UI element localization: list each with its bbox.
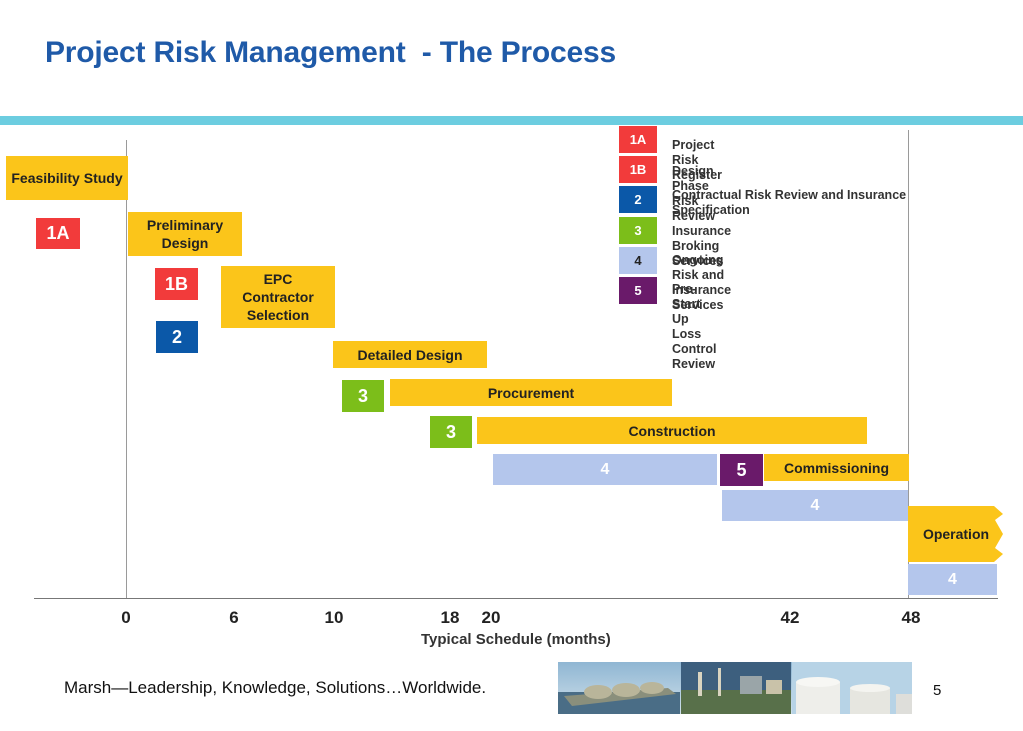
axis-tick: 6 [229,608,239,627]
footer-tagline: Marsh—Leadership, Knowledge, Solutions…W… [64,678,487,697]
axis-tick: 42 [780,608,800,627]
marker-4-commissioning: 4 [722,490,908,521]
marker-5: 5 [720,454,763,486]
legend-code: 5 [619,277,657,304]
page-number: 5 [933,682,942,699]
page-title: Project Risk Management - The Process [45,36,616,69]
phase-feasibility-study: Feasibility Study [6,156,128,200]
marker-1b: 1B [155,268,198,300]
timeline-axis [34,598,998,599]
legend-label: Design Phase Risk Review [672,164,716,223]
phase-detailed-design: Detailed Design [333,341,487,368]
marker-3-procurement: 3 [342,380,384,412]
legend-label: Contractual Risk Review and Insurance Sp… [672,188,907,217]
phase-epc-contractor-selection: EPC Contractor Selection [221,266,335,328]
month-48-guide [908,130,909,598]
footer-photo-strip [558,662,912,714]
operation-arrow-shape [908,506,1003,562]
phase-procurement: Procurement [390,379,672,406]
legend-label: Pre-Start Up Loss Control Review [672,282,717,371]
marker-3-construction: 3 [430,416,472,448]
phase-commissioning: Commissioning [764,454,909,481]
legend-code: 1A [619,126,657,153]
legend-code: 2 [619,186,657,213]
axis-tick: 18 [440,608,460,627]
phase-construction: Construction [477,417,867,444]
legend-label: Ongoing Risk and Insurance Services [672,253,732,312]
phase-preliminary-design: Preliminary Design [128,212,242,256]
lng-facility-photo-illustration [558,662,912,714]
marker-2: 2 [156,321,198,353]
phase-operation: Operation [922,525,990,542]
axis-tick: 48 [901,608,921,627]
legend-label: Insurance Broking Services [672,224,732,268]
axis-tick: 10 [324,608,344,627]
title-divider-band [0,116,1023,125]
axis-tick: 0 [121,608,131,627]
legend-code: 1B [619,156,657,183]
marker-4-construction: 4 [493,454,717,485]
axis-label: Typical Schedule (months) [421,631,611,648]
marker-4-operation: 4 [908,564,997,595]
legend-label: Project Risk Register [672,138,723,182]
axis-tick: 20 [481,608,501,627]
month-0-guide [126,140,127,598]
legend-code: 3 [619,217,657,244]
marker-1a: 1A [36,218,80,249]
legend-code: 4 [619,247,657,274]
